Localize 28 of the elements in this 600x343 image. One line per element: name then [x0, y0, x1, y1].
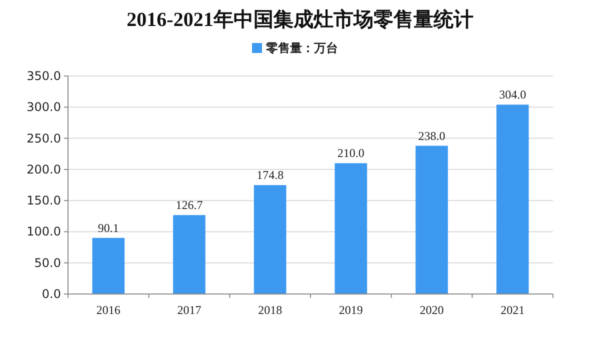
y-tick-label: 200.0 [26, 162, 61, 176]
bar [416, 146, 448, 294]
x-tick-label: 2020 [420, 303, 444, 317]
bar [254, 185, 286, 294]
text: 238.0 [418, 128, 446, 143]
text: 90.1 [98, 220, 119, 235]
bar [334, 163, 368, 294]
y-tick-label: 250.0 [26, 131, 61, 146]
y-tick-label: 350.0 [26, 69, 61, 83]
y-tick-label: 50.0 [34, 256, 61, 270]
text: 304.0 [499, 88, 526, 102]
x-tick-label: 2016 [96, 303, 120, 317]
x-tick-label: 2017 [177, 303, 202, 317]
x-tick-label: 2018 [258, 303, 282, 317]
y-tick-label: 300.0 [26, 100, 61, 114]
y-tick-label: 150.0 [26, 194, 61, 208]
y-tick-label: 100.0 [26, 224, 61, 239]
legend-label: 零售量：万台 [265, 41, 338, 55]
chart-title: 2016-2021年中国集成灶市场零售量统计 [126, 8, 474, 31]
bar [92, 238, 125, 294]
bar [496, 104, 529, 294]
x-tick-label: 2019 [338, 303, 363, 317]
y-tick-label: 0.0 [42, 287, 61, 301]
text: 210.0 [337, 146, 364, 160]
text: 126.7 [176, 198, 203, 212]
bar [173, 215, 206, 294]
text: 174.8 [256, 168, 284, 182]
x-tick-label: 2021 [500, 303, 525, 317]
